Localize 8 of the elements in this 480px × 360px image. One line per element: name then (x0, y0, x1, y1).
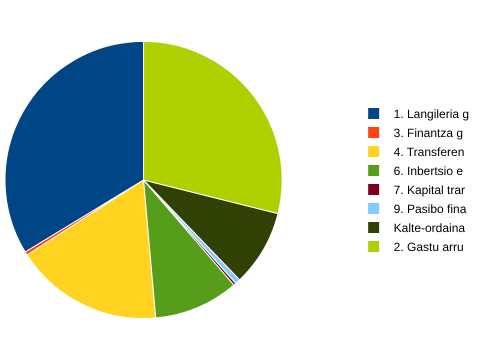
legend-label: 9. Pasibo fina (394, 202, 467, 216)
legend-label: 6. Inbertsio e (394, 164, 464, 178)
legend-label: 4. Transferen (394, 145, 464, 160)
legend-label: 7. Kapital trar (394, 183, 466, 198)
legend-label: 2. Gastu arru (394, 240, 464, 254)
legend-label: 1. Langileria g (394, 107, 470, 122)
legend-label: Kalte-ordaina (394, 221, 466, 236)
legend-label: 3. Finantza g (394, 126, 464, 140)
